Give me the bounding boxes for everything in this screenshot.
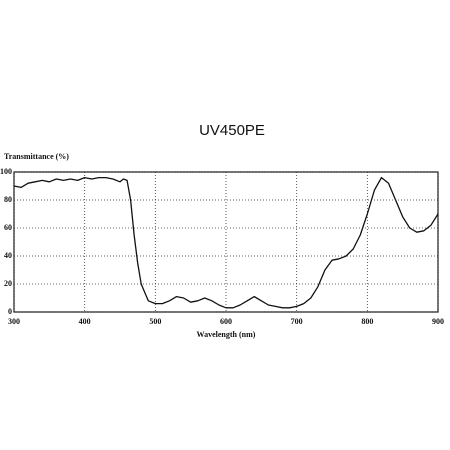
x-tick-label: 500 xyxy=(149,317,161,326)
x-tick-label: 900 xyxy=(432,317,444,326)
x-tick-label: 600 xyxy=(220,317,232,326)
transmittance-line xyxy=(13,176,439,309)
y-tick-label: 60 xyxy=(4,223,12,232)
x-axis-label: Wavelength (nm) xyxy=(197,330,256,339)
x-tick-label: 300 xyxy=(8,317,20,326)
y-tick-label: 20 xyxy=(4,279,12,288)
x-tick-label: 700 xyxy=(291,317,303,326)
x-tick-label: 400 xyxy=(79,317,91,326)
x-tick-label: 800 xyxy=(361,317,373,326)
y-tick-label: 80 xyxy=(4,195,12,204)
y-axis-label: Transmittance (%) xyxy=(4,152,69,161)
chart-title: UV450PE xyxy=(199,122,265,139)
y-tick-label: 0 xyxy=(8,307,12,316)
y-tick-label: 40 xyxy=(4,251,12,260)
y-tick-label: 100 xyxy=(0,167,12,176)
